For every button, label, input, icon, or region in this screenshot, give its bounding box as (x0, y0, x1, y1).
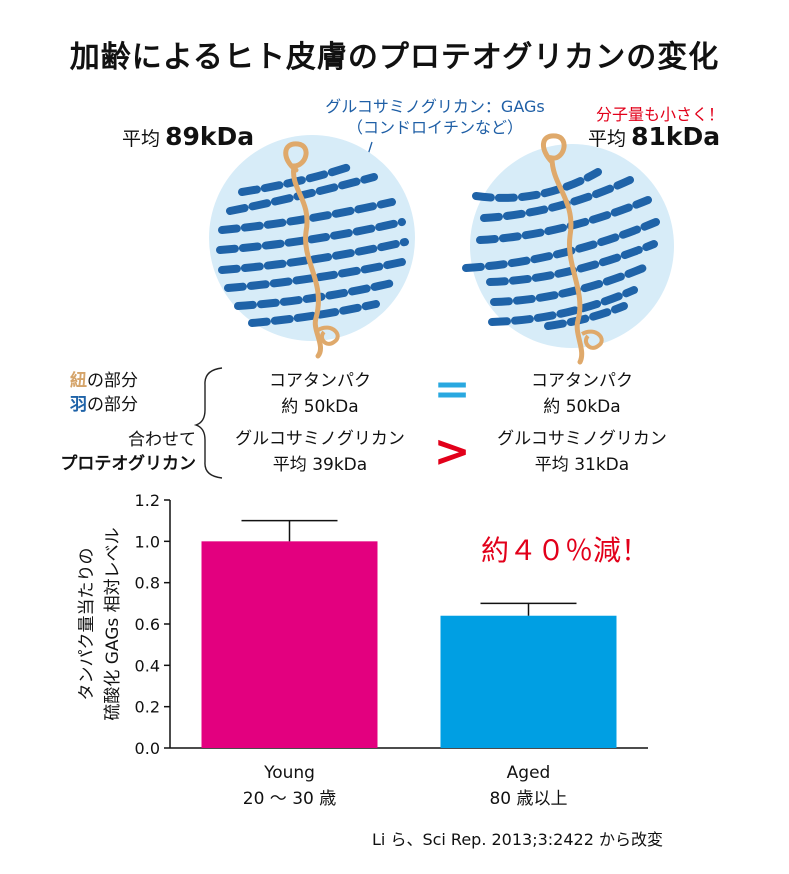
aged-core-loop (581, 329, 604, 350)
legend-combined-line-2: プロテオグリカン (60, 454, 196, 474)
x-tick-label: Young (263, 763, 315, 783)
aged-gag-value: 平均 31kDa (534, 455, 630, 475)
aged-gag-chain (490, 262, 652, 306)
aged-average-label: 平均 (588, 128, 627, 150)
y-tick-label: 1.0 (135, 532, 160, 551)
x-tick-label: Aged (507, 763, 551, 783)
aged-average-value: 81kDa (631, 122, 721, 151)
aged-gag-chain (472, 168, 602, 202)
aged-core-value: 約 50kDa (543, 397, 621, 417)
y-tick-label: 0.0 (135, 739, 160, 758)
young-core-loop (317, 325, 340, 346)
young-gag-value: 平均 39kDa (272, 455, 368, 475)
citation: Li ら、Sci Rep. 2013;3:2422 から改変 (372, 830, 663, 849)
y-axis-label: 硫酸化 GAGs 相対レベル (103, 527, 123, 720)
x-tick-sublabel: 80 歳以上 (489, 789, 567, 809)
y-axis-label: タンパク量当たりの (77, 548, 97, 701)
young-gag-name: グルコサミノグリカン (235, 429, 405, 449)
x-tick-sublabel: 20 〜 30 歳 (243, 789, 336, 809)
greater-symbol: > (433, 426, 471, 477)
young-core-text: コアタンパク 約 50kDa (220, 368, 420, 420)
bar-young (201, 541, 378, 748)
young-gag-chain (234, 279, 396, 310)
young-gag-chain (216, 218, 406, 254)
young-gag-chain (238, 162, 356, 196)
aged-gag-chain (544, 302, 628, 330)
young-gag-chain (218, 238, 409, 274)
young-average-label: 平均 (122, 128, 161, 150)
legend-combined: 合わせて プロテオグリカン (40, 428, 196, 476)
y-tick-label: 1.2 (135, 491, 160, 510)
young-proteoglycan (209, 135, 415, 359)
legend-combined-line-1: 合わせて (128, 430, 196, 450)
aged-gag-chain (462, 218, 660, 272)
legend-gag-char: 羽 (70, 395, 87, 415)
reduction-annotation: 約４０％減！ (481, 534, 649, 567)
young-core-value: 約 50kDa (281, 397, 359, 417)
aged-gag-chain (476, 196, 652, 244)
legend-core-text: の部分 (87, 371, 138, 391)
gag-callout-line-1: グルコサミノグリカン：GAGs (325, 97, 545, 116)
aged-proteoglycan (462, 133, 674, 365)
aged-gag-chain (480, 176, 634, 222)
gag-callout-line-2: （コンドロイチンなど） (346, 118, 523, 137)
aged-gag-chain (486, 240, 658, 286)
aged-gag-chain (488, 286, 638, 326)
young-average: 平均 89kDa (122, 122, 254, 151)
y-tick-label: 0.2 (135, 698, 160, 717)
aged-core-name: コアタンパク (531, 371, 633, 391)
y-tick-label: 0.4 (135, 656, 160, 675)
y-tick-label: 0.8 (135, 574, 160, 593)
legend-brace (193, 367, 223, 479)
young-average-value: 89kDa (165, 122, 255, 151)
aged-average: 平均 81kDa (588, 122, 720, 151)
equal-symbol: = (433, 364, 471, 415)
young-gag-chain (248, 300, 380, 327)
young-core-name: コアタンパク (269, 371, 371, 391)
page-title: 加齢によるヒト皮膚のプロテオグリカンの変化 (69, 40, 720, 75)
bar-aged (440, 615, 617, 748)
aged-gag-text: グルコサミノグリカン 平均 31kDa (467, 426, 697, 478)
gag-callout: グルコサミノグリカン：GAGs （コンドロイチンなど） (290, 96, 580, 138)
aged-core-protein (541, 133, 585, 365)
young-core-protein (283, 141, 323, 359)
legend-core: 紐の部分 (70, 366, 138, 391)
y-tick-label: 0.6 (135, 615, 160, 634)
legend-gag-text: の部分 (87, 395, 138, 415)
young-gag-text: グルコサミノグリカン 平均 39kDa (205, 426, 435, 478)
legend-core-char: 紐 (70, 371, 87, 391)
aged-size-note: 分子量も小さく！ (596, 105, 725, 124)
aged-gag-name: グルコサミノグリカン (497, 429, 667, 449)
legend-gag: 羽の部分 (70, 390, 138, 415)
aged-core-text: コアタンパク 約 50kDa (482, 368, 682, 420)
